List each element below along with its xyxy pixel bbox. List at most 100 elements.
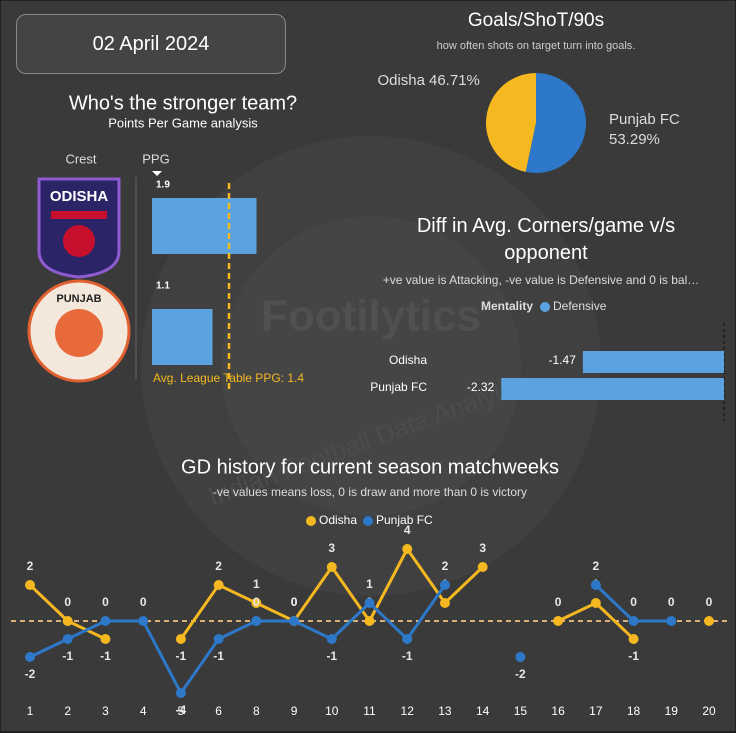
x-tick-label: 20 xyxy=(702,704,716,718)
point xyxy=(175,688,186,698)
point xyxy=(175,634,186,644)
slice-name: Odisha xyxy=(377,72,425,89)
point xyxy=(138,616,149,626)
x-tick-label: 16 xyxy=(551,704,565,718)
data-label: 0 xyxy=(291,595,298,609)
data-label: -1 xyxy=(176,649,187,663)
x-tick-label: 5 xyxy=(178,704,185,718)
chart-title: Diff in Avg. Corners/game v/s opponent xyxy=(416,215,676,264)
point xyxy=(439,598,450,608)
crest-label: ODISHA xyxy=(50,188,109,205)
crest-ship xyxy=(51,211,107,219)
point xyxy=(402,634,413,644)
x-tick-label: 6 xyxy=(215,704,222,718)
chart-title: Goals/ShoT/90s xyxy=(468,10,604,31)
x-tick-label: 9 xyxy=(291,704,298,718)
x-tick-label: 8 xyxy=(253,704,260,718)
category-label: Odisha xyxy=(389,353,427,367)
sort-icon xyxy=(152,171,162,176)
legend-label: Defensive xyxy=(553,299,607,313)
data-label: 0 xyxy=(64,595,71,609)
chart-subtitle: -ve values means loss, 0 is draw and mor… xyxy=(213,485,527,499)
point xyxy=(213,634,224,644)
x-tick-label: 10 xyxy=(325,704,339,718)
point xyxy=(100,616,111,626)
x-tick-label: 14 xyxy=(476,704,490,718)
column-header: Crest xyxy=(65,151,96,166)
data-label: 0 xyxy=(630,595,637,609)
value-label: 1.9 xyxy=(156,180,170,191)
legend-label: Punjab FC xyxy=(376,513,433,527)
data-label: 0 xyxy=(555,595,562,609)
slice-label: 46.71% xyxy=(429,72,480,89)
data-label: 0 xyxy=(102,595,109,609)
data-label: 2 xyxy=(27,559,34,573)
x-tick-label: 19 xyxy=(665,704,679,718)
crest-inner xyxy=(55,309,103,357)
legend-marker xyxy=(306,516,316,526)
point xyxy=(251,616,262,626)
data-label: 3 xyxy=(479,541,486,555)
legend-title: Mentality xyxy=(481,299,533,313)
chart-title: Who's the stronger team? xyxy=(69,92,297,114)
data-label: 2 xyxy=(215,559,222,573)
point xyxy=(326,634,337,644)
data-label: -1 xyxy=(100,649,111,663)
point xyxy=(364,598,375,608)
point xyxy=(326,562,337,572)
watermark-title: Footilytics xyxy=(261,292,481,341)
data-label: 4 xyxy=(404,523,411,537)
data-label: -1 xyxy=(326,649,337,663)
value-label: -1.47 xyxy=(549,353,577,367)
data-label: 0 xyxy=(706,595,713,609)
data-label: 2 xyxy=(442,559,449,573)
date-box: 02 April 2024 xyxy=(16,14,286,74)
point xyxy=(25,652,35,662)
point xyxy=(364,616,375,626)
data-label: 1 xyxy=(366,577,373,591)
chart-subtitle: +ve value is Attacking, -ve value is Def… xyxy=(383,273,700,287)
x-tick-label: 2 xyxy=(64,704,71,718)
data-label: 0 xyxy=(291,595,298,609)
bar xyxy=(501,378,724,400)
data-label: -2 xyxy=(25,667,36,681)
point xyxy=(628,616,639,626)
data-label: -1 xyxy=(62,649,73,663)
point xyxy=(402,544,413,554)
data-label: 0 xyxy=(253,595,260,609)
slice-name: Punjab FC xyxy=(609,111,680,128)
point xyxy=(213,580,224,590)
x-tick-label: 12 xyxy=(401,704,415,718)
point xyxy=(704,616,714,626)
bar xyxy=(152,309,213,365)
point xyxy=(628,634,639,644)
data-label: -1 xyxy=(402,649,413,663)
point xyxy=(590,580,601,590)
point xyxy=(553,616,564,626)
legend-marker xyxy=(540,302,550,312)
value-label: 1.1 xyxy=(156,281,170,292)
point xyxy=(62,616,73,626)
data-label: 1 xyxy=(253,577,260,591)
data-label: -2 xyxy=(515,667,526,681)
point xyxy=(439,580,450,590)
data-label: -1 xyxy=(213,649,224,663)
data-label: -4 xyxy=(176,703,187,717)
slice-label: 53.29% xyxy=(609,131,660,148)
data-label: 0 xyxy=(668,595,675,609)
column-header: PPG xyxy=(142,151,169,166)
point xyxy=(477,562,488,572)
chart-subtitle: how often shots on target turn into goal… xyxy=(437,40,636,52)
data-label: 3 xyxy=(328,541,335,555)
chart-subtitle: Points Per Game analysis xyxy=(108,115,258,130)
point xyxy=(590,598,601,608)
watermark-disc-inner xyxy=(221,216,521,516)
point xyxy=(25,580,35,590)
point xyxy=(666,616,677,626)
category-label: Punjab FC xyxy=(370,380,427,394)
legend-label: Odisha xyxy=(319,513,357,527)
x-tick-label: 3 xyxy=(102,704,109,718)
point xyxy=(62,634,73,644)
point xyxy=(100,634,111,644)
